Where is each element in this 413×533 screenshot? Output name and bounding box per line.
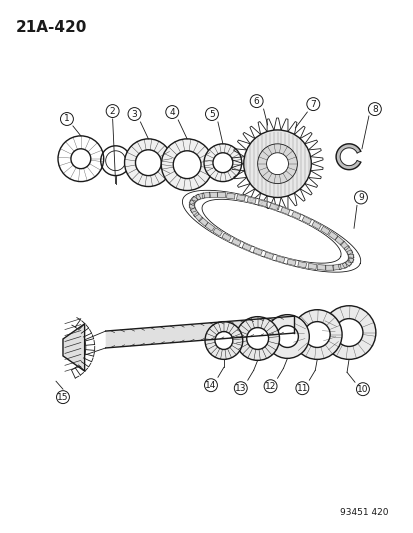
Polygon shape bbox=[105, 316, 294, 348]
Text: 4: 4 bbox=[169, 108, 175, 117]
Polygon shape bbox=[334, 236, 344, 245]
Polygon shape bbox=[307, 263, 316, 269]
Circle shape bbox=[135, 150, 161, 175]
Text: 1: 1 bbox=[64, 115, 70, 124]
Text: 3: 3 bbox=[131, 109, 137, 118]
Polygon shape bbox=[189, 200, 195, 208]
Polygon shape bbox=[332, 264, 340, 270]
Circle shape bbox=[335, 319, 362, 346]
Circle shape bbox=[124, 139, 172, 187]
Circle shape bbox=[304, 321, 330, 348]
Polygon shape bbox=[209, 192, 217, 197]
Polygon shape bbox=[280, 207, 289, 215]
Text: 6: 6 bbox=[253, 96, 259, 106]
Text: 9: 9 bbox=[357, 193, 363, 202]
Text: 8: 8 bbox=[371, 104, 377, 114]
Circle shape bbox=[265, 314, 309, 358]
Circle shape bbox=[235, 317, 279, 360]
Circle shape bbox=[214, 332, 232, 350]
Polygon shape bbox=[347, 254, 353, 262]
Polygon shape bbox=[193, 212, 202, 221]
Polygon shape bbox=[342, 260, 351, 268]
Text: 11: 11 bbox=[296, 384, 307, 393]
Circle shape bbox=[246, 328, 268, 350]
Text: 13: 13 bbox=[235, 384, 246, 393]
Circle shape bbox=[263, 379, 276, 393]
Text: 14: 14 bbox=[205, 381, 216, 390]
Text: 5: 5 bbox=[209, 109, 214, 118]
Polygon shape bbox=[320, 227, 329, 235]
Circle shape bbox=[266, 153, 288, 175]
Polygon shape bbox=[221, 233, 231, 241]
Polygon shape bbox=[202, 192, 210, 198]
Circle shape bbox=[205, 108, 218, 120]
Circle shape bbox=[204, 321, 242, 359]
Polygon shape bbox=[317, 265, 325, 270]
Polygon shape bbox=[198, 217, 208, 226]
Circle shape bbox=[243, 130, 311, 197]
Polygon shape bbox=[291, 212, 300, 219]
Polygon shape bbox=[297, 262, 306, 268]
Circle shape bbox=[173, 151, 201, 179]
Polygon shape bbox=[236, 195, 244, 201]
Polygon shape bbox=[226, 193, 235, 199]
Circle shape bbox=[106, 104, 119, 117]
Circle shape bbox=[57, 391, 69, 403]
Polygon shape bbox=[264, 252, 273, 259]
Text: 7: 7 bbox=[310, 100, 316, 109]
Polygon shape bbox=[335, 144, 360, 169]
Polygon shape bbox=[247, 197, 256, 204]
Circle shape bbox=[165, 106, 178, 118]
Polygon shape bbox=[339, 241, 349, 251]
Text: 15: 15 bbox=[57, 393, 69, 402]
Polygon shape bbox=[242, 243, 251, 251]
Circle shape bbox=[212, 153, 232, 173]
Polygon shape bbox=[253, 248, 262, 255]
Polygon shape bbox=[286, 259, 295, 265]
Polygon shape bbox=[213, 228, 222, 236]
Circle shape bbox=[249, 95, 263, 108]
Circle shape bbox=[292, 310, 341, 359]
Circle shape bbox=[128, 108, 140, 120]
Polygon shape bbox=[301, 216, 311, 224]
Polygon shape bbox=[328, 231, 337, 240]
Polygon shape bbox=[258, 200, 267, 207]
Polygon shape bbox=[205, 222, 214, 231]
Circle shape bbox=[204, 144, 241, 182]
Polygon shape bbox=[269, 203, 278, 211]
Circle shape bbox=[306, 98, 319, 110]
Polygon shape bbox=[344, 257, 353, 266]
Polygon shape bbox=[191, 194, 200, 203]
Polygon shape bbox=[325, 265, 333, 270]
Polygon shape bbox=[311, 221, 320, 229]
Polygon shape bbox=[343, 246, 352, 255]
Text: 10: 10 bbox=[356, 385, 368, 394]
Text: 93451 420: 93451 420 bbox=[339, 508, 388, 518]
Circle shape bbox=[356, 383, 368, 395]
Polygon shape bbox=[346, 250, 353, 259]
Polygon shape bbox=[275, 256, 284, 263]
Circle shape bbox=[368, 103, 380, 116]
Circle shape bbox=[354, 191, 366, 204]
Polygon shape bbox=[189, 196, 197, 206]
Circle shape bbox=[60, 112, 73, 125]
Text: 12: 12 bbox=[264, 382, 275, 391]
Circle shape bbox=[161, 139, 212, 190]
Polygon shape bbox=[231, 238, 240, 246]
Circle shape bbox=[257, 144, 297, 183]
Polygon shape bbox=[190, 207, 199, 217]
Circle shape bbox=[295, 382, 308, 394]
Text: 2: 2 bbox=[109, 107, 115, 116]
Polygon shape bbox=[337, 262, 347, 270]
Polygon shape bbox=[195, 193, 204, 200]
Circle shape bbox=[234, 382, 247, 394]
Circle shape bbox=[204, 379, 217, 392]
Polygon shape bbox=[189, 204, 196, 213]
Circle shape bbox=[276, 326, 298, 348]
Circle shape bbox=[321, 306, 375, 359]
Polygon shape bbox=[217, 192, 225, 198]
Polygon shape bbox=[63, 324, 84, 371]
Text: 21A-420: 21A-420 bbox=[15, 20, 86, 35]
